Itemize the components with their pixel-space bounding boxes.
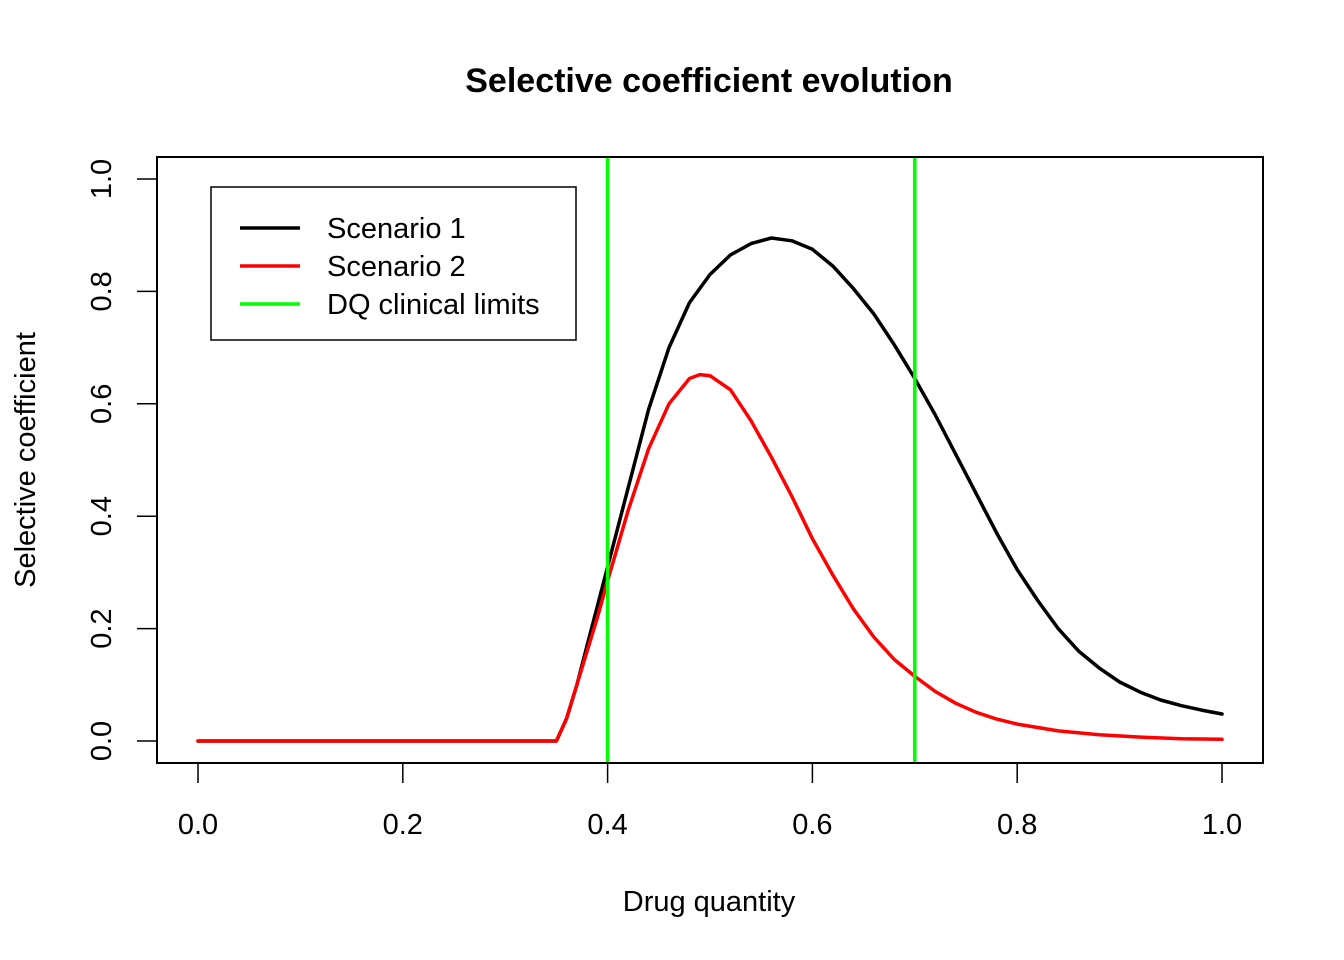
- series-line-scenario-2: [196, 372, 1224, 743]
- x-tick-label: 0.0: [178, 809, 218, 841]
- x-tick-label: 0.8: [997, 809, 1037, 841]
- x-tick-label: 0.4: [587, 809, 627, 841]
- y-tick-label: 0.8: [86, 271, 118, 311]
- x-axis: 0.0 0.2 0.4 0.6 0.8 1.0: [178, 762, 1242, 841]
- x-tick-label: 1.0: [1202, 809, 1242, 841]
- y-tick-label: 0.0: [86, 721, 118, 761]
- legend-label-scenario-1: Scenario 1: [327, 213, 466, 245]
- y-tick-label: 0.6: [86, 384, 118, 424]
- y-tick-label: 0.4: [86, 496, 118, 536]
- y-axis: 0.0 0.2 0.4 0.6 0.8 1.0: [86, 159, 158, 761]
- legend-label-clinical-limits: DQ clinical limits: [327, 289, 540, 321]
- x-tick-label: 0.6: [792, 809, 832, 841]
- x-axis-label: Drug quantity: [623, 886, 796, 918]
- y-tick-label: 1.0: [86, 159, 118, 199]
- legend-label-scenario-2: Scenario 2: [327, 251, 466, 283]
- x-tick-label: 0.2: [383, 809, 423, 841]
- legend-box: [210, 186, 577, 341]
- y-axis-label: Selective coefficient: [10, 332, 42, 588]
- plot-area: [196, 157, 1224, 763]
- legend: Scenario 1 Scenario 2 DQ clinical limits: [210, 186, 577, 341]
- y-tick-label: 0.2: [86, 608, 118, 648]
- chart-title: Selective coefficient evolution: [465, 62, 952, 100]
